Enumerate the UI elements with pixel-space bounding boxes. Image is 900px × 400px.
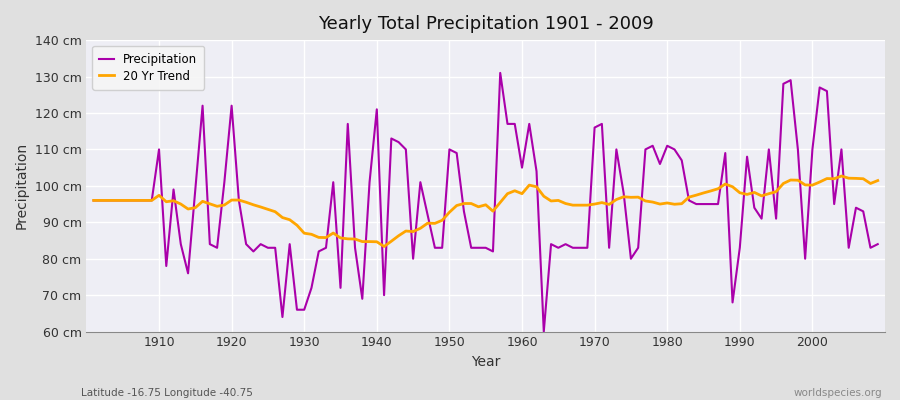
20 Yr Trend <box>872 178 883 183</box>
Precipitation <box>349 245 360 250</box>
Legend: Precipitation, 20 Yr Trend: Precipitation, 20 Yr Trend <box>93 46 204 90</box>
Title: Yearly Total Precipitation 1901 - 2009: Yearly Total Precipitation 1901 - 2009 <box>318 15 653 33</box>
X-axis label: Year: Year <box>471 355 500 369</box>
Precipitation <box>618 191 629 196</box>
Precipitation <box>538 329 549 334</box>
20 Yr Trend <box>306 232 317 237</box>
Precipitation <box>88 198 99 203</box>
20 Yr Trend <box>379 244 390 249</box>
20 Yr Trend <box>517 191 527 196</box>
20 Yr Trend <box>88 198 99 203</box>
Y-axis label: Precipitation: Precipitation <box>15 142 29 230</box>
20 Yr Trend <box>836 174 847 178</box>
Precipitation <box>306 286 317 290</box>
Line: 20 Yr Trend: 20 Yr Trend <box>94 176 878 246</box>
Precipitation <box>872 242 883 246</box>
Precipitation <box>517 165 527 170</box>
Text: Latitude -16.75 Longitude -40.75: Latitude -16.75 Longitude -40.75 <box>81 388 253 398</box>
Precipitation <box>495 70 506 75</box>
20 Yr Trend <box>349 237 360 242</box>
Line: Precipitation: Precipitation <box>94 73 878 332</box>
Precipitation <box>147 198 158 203</box>
20 Yr Trend <box>611 197 622 202</box>
20 Yr Trend <box>524 183 535 188</box>
Text: worldspecies.org: worldspecies.org <box>794 388 882 398</box>
Precipitation <box>524 122 535 126</box>
20 Yr Trend <box>147 198 158 203</box>
